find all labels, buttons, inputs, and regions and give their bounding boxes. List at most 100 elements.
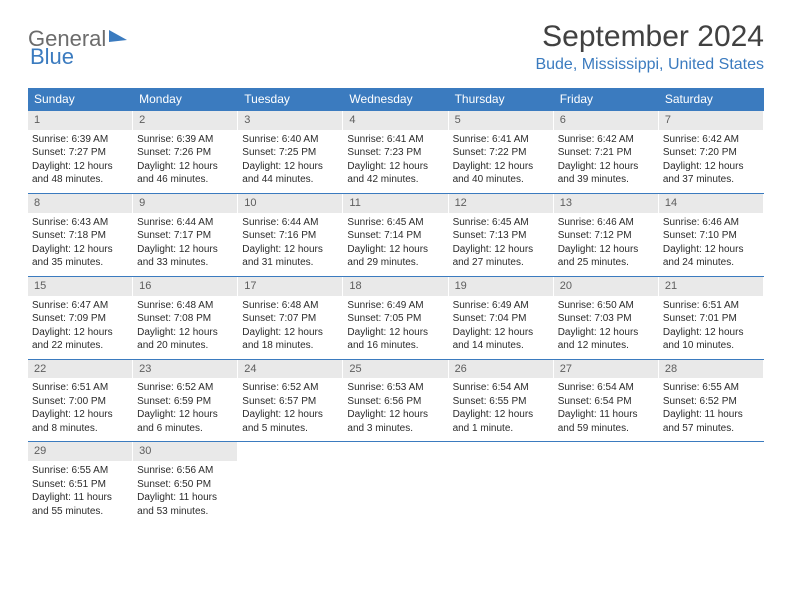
- day-cell: 13Sunrise: 6:46 AMSunset: 7:12 PMDayligh…: [554, 193, 659, 276]
- day-number: 14: [659, 194, 764, 213]
- sunrise-line: Sunrise: 6:40 AM: [242, 133, 339, 147]
- location: Bude, Mississippi, United States: [535, 56, 764, 74]
- day-body: Sunrise: 6:50 AMSunset: 7:03 PMDaylight:…: [554, 296, 659, 359]
- sunset-line: Sunset: 7:09 PM: [32, 312, 129, 326]
- day-header: Wednesday: [343, 88, 448, 111]
- daylight-line: Daylight: 12 hours and 18 minutes.: [242, 326, 339, 353]
- sunset-line: Sunset: 7:04 PM: [453, 312, 550, 326]
- sunset-line: Sunset: 6:59 PM: [137, 395, 234, 409]
- day-cell: 28Sunrise: 6:55 AMSunset: 6:52 PMDayligh…: [659, 359, 764, 442]
- sunrise-line: Sunrise: 6:42 AM: [558, 133, 655, 147]
- calendar-table: SundayMondayTuesdayWednesdayThursdayFrid…: [28, 88, 764, 524]
- daylight-line: Daylight: 12 hours and 22 minutes.: [32, 326, 129, 353]
- day-cell: [449, 442, 554, 524]
- day-header: Saturday: [659, 88, 764, 111]
- day-number: 1: [28, 111, 133, 130]
- day-body: Sunrise: 6:49 AMSunset: 7:04 PMDaylight:…: [449, 296, 554, 359]
- daylight-line: Daylight: 12 hours and 31 minutes.: [242, 243, 339, 270]
- daylight-line: Daylight: 12 hours and 16 minutes.: [347, 326, 444, 353]
- day-header: Sunday: [28, 88, 133, 111]
- week-row: 1 Sunrise: 6:39 AM Sunset: 7:27 PM Daylight…: [28, 111, 764, 194]
- daylight-line: Daylight: 12 hours and 8 minutes.: [32, 408, 129, 435]
- sunrise-line: Sunrise: 6:41 AM: [347, 133, 444, 147]
- day-number: 27: [554, 360, 659, 379]
- day-body: Sunrise: 6:44 AMSunset: 7:16 PMDaylight:…: [238, 213, 343, 276]
- sunrise-line: Sunrise: 6:39 AM: [137, 133, 234, 147]
- daylight-line: Daylight: 12 hours and 44 minutes.: [242, 160, 339, 187]
- sunrise-line: Sunrise: 6:49 AM: [347, 299, 444, 313]
- sunset-line: Sunset: 6:52 PM: [663, 395, 760, 409]
- day-number: 20: [554, 277, 659, 296]
- day-cell: [659, 442, 764, 524]
- sunset-line: Sunset: 7:20 PM: [663, 146, 760, 160]
- title-block: September 2024 Bude, Mississippi, United…: [535, 20, 764, 74]
- sunrise-line: Sunrise: 6:53 AM: [347, 381, 444, 395]
- week-row: 8Sunrise: 6:43 AMSunset: 7:18 PMDaylight…: [28, 193, 764, 276]
- day-number: 3: [238, 111, 343, 130]
- sunrise-line: Sunrise: 6:42 AM: [663, 133, 760, 147]
- day-number: 26: [449, 360, 554, 379]
- day-body: Sunrise: 6:49 AMSunset: 7:05 PMDaylight:…: [343, 296, 448, 359]
- day-body: Sunrise: 6:41 AMSunset: 7:23 PMDaylight:…: [343, 130, 448, 193]
- daylight-line: Daylight: 12 hours and 40 minutes.: [453, 160, 550, 187]
- day-cell: 14Sunrise: 6:46 AMSunset: 7:10 PMDayligh…: [659, 193, 764, 276]
- daylight-line: Daylight: 12 hours and 35 minutes.: [32, 243, 129, 270]
- sunrise-line: Sunrise: 6:45 AM: [453, 216, 550, 230]
- daylight-line: Daylight: 12 hours and 33 minutes.: [137, 243, 234, 270]
- day-cell: [238, 442, 343, 524]
- day-cell: 20Sunrise: 6:50 AMSunset: 7:03 PMDayligh…: [554, 276, 659, 359]
- day-body: Sunrise: 6:54 AMSunset: 6:55 PMDaylight:…: [449, 378, 554, 441]
- day-cell: 9Sunrise: 6:44 AMSunset: 7:17 PMDaylight…: [133, 193, 238, 276]
- calendar-body: 1 Sunrise: 6:39 AM Sunset: 7:27 PM Daylight…: [28, 111, 764, 525]
- daylight-line: Daylight: 12 hours and 29 minutes.: [347, 243, 444, 270]
- daylight-line: Daylight: 12 hours and 27 minutes.: [453, 243, 550, 270]
- month-title: September 2024: [535, 20, 764, 54]
- day-header-row: SundayMondayTuesdayWednesdayThursdayFrid…: [28, 88, 764, 111]
- sunset-line: Sunset: 7:07 PM: [242, 312, 339, 326]
- day-number: 2: [133, 111, 238, 130]
- day-number: 18: [343, 277, 448, 296]
- sunset-line: Sunset: 6:55 PM: [453, 395, 550, 409]
- sunrise-line: Sunrise: 6:46 AM: [558, 216, 655, 230]
- sunset-line: Sunset: 7:17 PM: [137, 229, 234, 243]
- day-body: Sunrise: 6:56 AMSunset: 6:50 PMDaylight:…: [133, 461, 238, 524]
- day-cell: 2Sunrise: 6:39 AMSunset: 7:26 PMDaylight…: [133, 111, 238, 194]
- sunrise-line: Sunrise: 6:49 AM: [453, 299, 550, 313]
- day-header: Friday: [554, 88, 659, 111]
- sunset-line: Sunset: 7:12 PM: [558, 229, 655, 243]
- logo-line2: Blue: [30, 44, 74, 70]
- day-number: 29: [28, 442, 133, 461]
- daylight-line: Daylight: 11 hours and 55 minutes.: [32, 491, 129, 518]
- day-number: 4: [343, 111, 448, 130]
- day-body: Sunrise: 6:48 AMSunset: 7:08 PMDaylight:…: [133, 296, 238, 359]
- logo-sail-icon: [109, 30, 127, 42]
- sunset-line: Sunset: 7:27 PM: [32, 146, 129, 160]
- day-cell: 7Sunrise: 6:42 AMSunset: 7:20 PMDaylight…: [659, 111, 764, 194]
- day-cell: 6Sunrise: 6:42 AMSunset: 7:21 PMDaylight…: [554, 111, 659, 194]
- sunrise-line: Sunrise: 6:44 AM: [242, 216, 339, 230]
- daylight-line: Daylight: 12 hours and 3 minutes.: [347, 408, 444, 435]
- day-number: 11: [343, 194, 448, 213]
- day-number: 6: [554, 111, 659, 130]
- sunrise-line: Sunrise: 6:52 AM: [137, 381, 234, 395]
- sunrise-line: Sunrise: 6:51 AM: [663, 299, 760, 313]
- daylight-line: Daylight: 12 hours and 24 minutes.: [663, 243, 760, 270]
- day-number: 17: [238, 277, 343, 296]
- sunrise-line: Sunrise: 6:47 AM: [32, 299, 129, 313]
- day-body: Sunrise: 6:51 AMSunset: 7:00 PMDaylight:…: [28, 378, 133, 441]
- day-number: 12: [449, 194, 554, 213]
- week-row: 22Sunrise: 6:51 AMSunset: 7:00 PMDayligh…: [28, 359, 764, 442]
- sunrise-line: Sunrise: 6:55 AM: [663, 381, 760, 395]
- sunrise-line: Sunrise: 6:46 AM: [663, 216, 760, 230]
- sunset-line: Sunset: 7:21 PM: [558, 146, 655, 160]
- week-row: 29Sunrise: 6:55 AMSunset: 6:51 PMDayligh…: [28, 442, 764, 524]
- day-cell: 24Sunrise: 6:52 AMSunset: 6:57 PMDayligh…: [238, 359, 343, 442]
- day-number: 7: [659, 111, 764, 130]
- day-body: Sunrise: 6:45 AMSunset: 7:14 PMDaylight:…: [343, 213, 448, 276]
- sunset-line: Sunset: 6:56 PM: [347, 395, 444, 409]
- day-cell: 27Sunrise: 6:54 AMSunset: 6:54 PMDayligh…: [554, 359, 659, 442]
- sunrise-line: Sunrise: 6:55 AM: [32, 464, 129, 478]
- day-body: Sunrise: 6:52 AMSunset: 6:59 PMDaylight:…: [133, 378, 238, 441]
- daylight-line: Daylight: 12 hours and 25 minutes.: [558, 243, 655, 270]
- sunrise-line: Sunrise: 6:48 AM: [242, 299, 339, 313]
